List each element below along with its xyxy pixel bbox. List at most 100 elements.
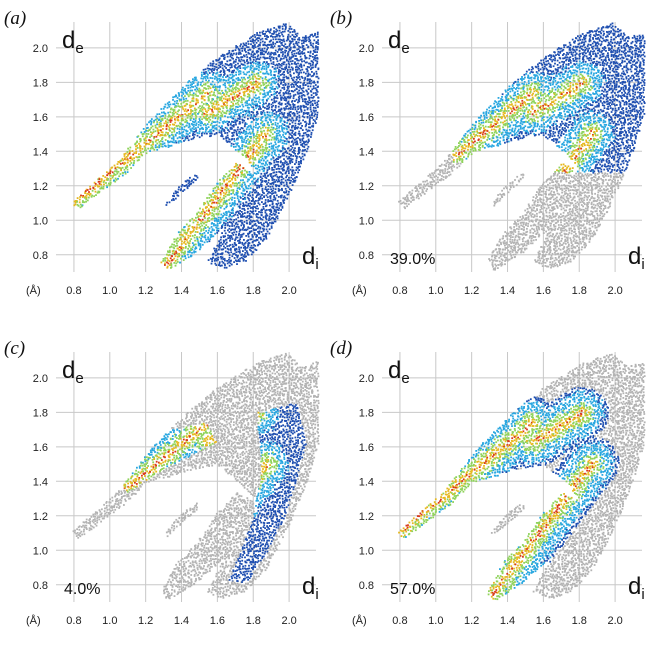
point	[245, 130, 248, 133]
point	[213, 106, 216, 108]
point	[264, 62, 267, 65]
point	[190, 109, 192, 111]
point	[243, 181, 246, 184]
point	[155, 139, 158, 142]
point	[275, 111, 278, 113]
point	[237, 79, 240, 82]
point	[280, 111, 283, 114]
point	[189, 106, 192, 109]
point	[277, 196, 280, 198]
point	[244, 137, 247, 140]
point	[166, 106, 169, 109]
point	[258, 34, 260, 37]
point	[223, 179, 226, 182]
point	[276, 97, 279, 100]
point	[285, 125, 288, 127]
point	[610, 26, 613, 29]
point	[197, 215, 200, 218]
point	[276, 217, 279, 220]
point	[245, 66, 248, 69]
point	[298, 138, 301, 141]
point	[214, 94, 217, 97]
point	[202, 128, 204, 130]
point	[247, 49, 250, 52]
point	[268, 30, 271, 33]
point	[265, 172, 268, 175]
point	[314, 48, 317, 51]
point	[201, 85, 204, 87]
point	[276, 204, 279, 206]
point	[277, 122, 279, 125]
point	[232, 189, 235, 191]
point	[237, 77, 240, 79]
point	[81, 196, 84, 198]
point	[292, 105, 295, 107]
point	[303, 111, 305, 114]
point	[300, 63, 303, 66]
point	[252, 189, 255, 192]
point	[580, 42, 583, 44]
point	[184, 113, 187, 115]
point	[229, 123, 232, 126]
point	[281, 128, 284, 131]
point	[279, 89, 282, 92]
point	[245, 109, 248, 112]
point	[258, 198, 261, 201]
point	[239, 210, 241, 212]
point	[149, 141, 152, 143]
point	[227, 188, 230, 191]
point	[272, 212, 275, 215]
point	[202, 210, 205, 213]
point	[235, 211, 237, 214]
point	[305, 40, 307, 43]
point	[236, 101, 239, 104]
point	[253, 81, 255, 83]
point	[567, 53, 570, 56]
point	[244, 113, 247, 116]
point	[206, 200, 209, 203]
point	[258, 47, 261, 50]
point	[249, 183, 252, 185]
point	[277, 165, 280, 168]
point	[163, 142, 166, 145]
point	[262, 82, 264, 84]
point	[220, 236, 222, 239]
point	[219, 114, 222, 117]
point	[288, 103, 291, 106]
point	[114, 167, 117, 170]
point	[250, 67, 253, 69]
point	[189, 81, 192, 84]
point	[228, 245, 231, 247]
point	[299, 141, 302, 144]
point	[224, 183, 227, 186]
point	[274, 181, 277, 183]
point	[296, 167, 299, 170]
point	[154, 144, 157, 147]
point	[267, 80, 270, 82]
point	[297, 148, 300, 151]
point	[240, 99, 243, 101]
point	[252, 212, 255, 215]
point	[260, 113, 263, 116]
point	[301, 60, 303, 63]
point	[186, 130, 189, 133]
point	[179, 132, 182, 135]
point	[195, 175, 198, 177]
point	[237, 220, 240, 223]
point	[635, 49, 638, 52]
point	[243, 73, 246, 75]
point	[266, 169, 269, 171]
point	[237, 126, 239, 129]
point	[314, 92, 317, 94]
point	[241, 127, 244, 130]
point	[260, 117, 263, 120]
point	[307, 36, 310, 39]
point	[263, 132, 266, 135]
point	[282, 51, 284, 53]
point	[194, 234, 196, 236]
point	[161, 136, 164, 139]
point	[271, 169, 274, 171]
point	[302, 137, 305, 140]
point	[156, 121, 159, 123]
point	[244, 196, 246, 199]
